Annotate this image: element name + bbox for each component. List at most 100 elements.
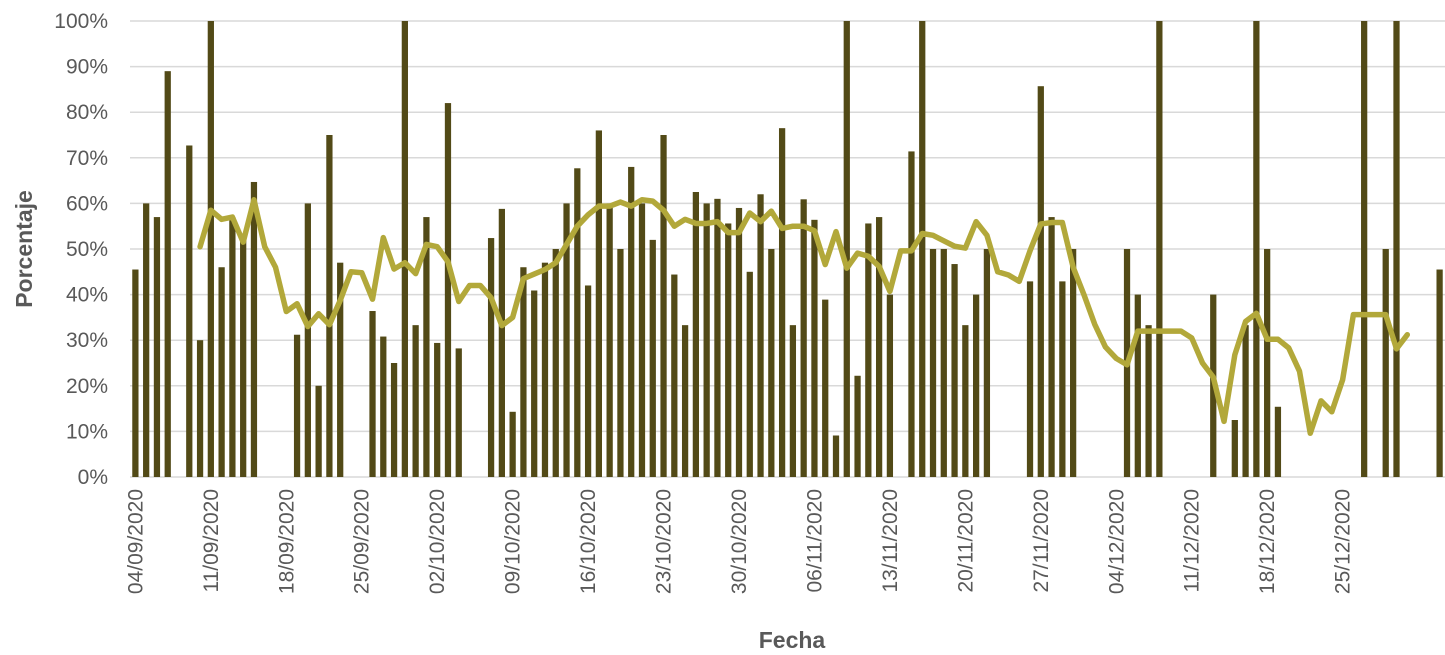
y-tick-label: 80% bbox=[66, 101, 108, 124]
x-tick-label: 11/09/2020 bbox=[200, 489, 223, 593]
bar bbox=[390, 363, 398, 477]
x-tick-label: 18/09/2020 bbox=[275, 489, 298, 594]
x-tick-label: 23/10/2020 bbox=[653, 489, 676, 594]
bar bbox=[940, 249, 947, 477]
bar bbox=[207, 21, 214, 477]
y-tick-label: 40% bbox=[66, 284, 108, 307]
bar bbox=[638, 203, 646, 477]
x-tick-label: 04/12/2020 bbox=[1105, 489, 1128, 594]
x-tick-label: 18/12/2020 bbox=[1256, 489, 1279, 594]
bar bbox=[498, 208, 505, 477]
bar bbox=[606, 203, 613, 477]
bar bbox=[153, 217, 161, 477]
y-tick-label: 60% bbox=[66, 192, 108, 215]
bar bbox=[789, 325, 797, 477]
bar bbox=[649, 239, 656, 477]
bar bbox=[218, 267, 225, 477]
bar bbox=[574, 168, 581, 477]
bar bbox=[973, 294, 980, 477]
bar bbox=[1393, 21, 1400, 477]
bar bbox=[1134, 294, 1141, 477]
y-tick-label: 30% bbox=[66, 329, 108, 352]
bar bbox=[1037, 86, 1044, 477]
bar bbox=[822, 299, 829, 477]
bar bbox=[757, 194, 764, 477]
trend-line bbox=[197, 197, 1411, 436]
bar bbox=[660, 135, 667, 477]
y-tick-label: 20% bbox=[66, 375, 108, 398]
bar bbox=[832, 435, 840, 477]
bar bbox=[196, 340, 204, 477]
bar bbox=[531, 290, 538, 477]
bar bbox=[735, 207, 743, 477]
bar bbox=[229, 217, 236, 477]
x-tick-label: 11/12/2020 bbox=[1181, 489, 1204, 593]
bar bbox=[929, 249, 937, 477]
bar bbox=[1436, 269, 1443, 477]
bar bbox=[304, 203, 311, 477]
bar bbox=[520, 267, 527, 477]
bar bbox=[1231, 420, 1238, 477]
x-tick-label: 27/11/2020 bbox=[1030, 489, 1053, 593]
bar bbox=[1361, 21, 1368, 477]
bar bbox=[908, 151, 915, 477]
bar bbox=[692, 192, 700, 477]
x-axis-title: Fecha bbox=[759, 627, 826, 653]
bar bbox=[983, 249, 991, 477]
bar bbox=[951, 264, 958, 477]
bar bbox=[326, 135, 333, 477]
bar bbox=[455, 348, 462, 477]
y-tick-label: 100% bbox=[54, 10, 108, 33]
line-series bbox=[197, 197, 1411, 436]
bar bbox=[595, 130, 602, 477]
y-tick-label: 10% bbox=[66, 420, 108, 443]
bar bbox=[337, 262, 344, 477]
bar bbox=[444, 103, 452, 477]
bar bbox=[886, 294, 894, 477]
bar bbox=[746, 271, 753, 477]
x-tick-label: 02/10/2020 bbox=[426, 489, 449, 594]
bar bbox=[628, 166, 635, 478]
bar bbox=[1382, 249, 1389, 477]
x-tick-label: 25/12/2020 bbox=[1332, 489, 1355, 594]
x-tick-label: 06/11/2020 bbox=[803, 489, 826, 593]
bar bbox=[811, 219, 818, 478]
y-tick-label: 90% bbox=[66, 56, 108, 79]
bar bbox=[681, 325, 689, 477]
gridlines bbox=[130, 20, 1445, 478]
bar bbox=[584, 285, 592, 477]
x-tick-label: 13/11/2020 bbox=[879, 489, 902, 593]
bar bbox=[487, 238, 495, 477]
bar bbox=[369, 311, 376, 477]
bar bbox=[1274, 406, 1282, 477]
x-tick-label: 20/11/2020 bbox=[954, 489, 977, 593]
bar bbox=[962, 325, 969, 477]
bar bbox=[854, 375, 861, 477]
x-tick-label: 04/09/2020 bbox=[124, 489, 147, 594]
bar bbox=[725, 223, 732, 477]
x-tick-label: 30/10/2020 bbox=[728, 489, 751, 594]
x-tick-label: 25/09/2020 bbox=[351, 489, 374, 594]
bar bbox=[800, 199, 807, 477]
bar bbox=[1026, 281, 1034, 477]
bar bbox=[143, 203, 150, 477]
x-tick-label: 16/10/2020 bbox=[577, 489, 600, 594]
x-axis-ticks: 04/09/2020 11/09/2020 18/09/2020 25/09/2020… bbox=[124, 489, 1354, 594]
bar bbox=[1242, 325, 1249, 477]
bar bbox=[703, 203, 710, 477]
bar bbox=[919, 21, 926, 477]
bar bbox=[293, 334, 301, 477]
bar bbox=[240, 239, 247, 477]
bar bbox=[250, 181, 258, 477]
bar bbox=[412, 325, 419, 477]
bar bbox=[1253, 21, 1260, 477]
y-tick-label: 50% bbox=[66, 238, 108, 261]
bar bbox=[617, 249, 624, 477]
bar bbox=[164, 71, 171, 477]
bar bbox=[552, 249, 559, 477]
y-tick-label: 0% bbox=[78, 466, 108, 489]
bar bbox=[1048, 217, 1055, 477]
bar bbox=[1156, 21, 1163, 477]
bar bbox=[315, 385, 322, 477]
